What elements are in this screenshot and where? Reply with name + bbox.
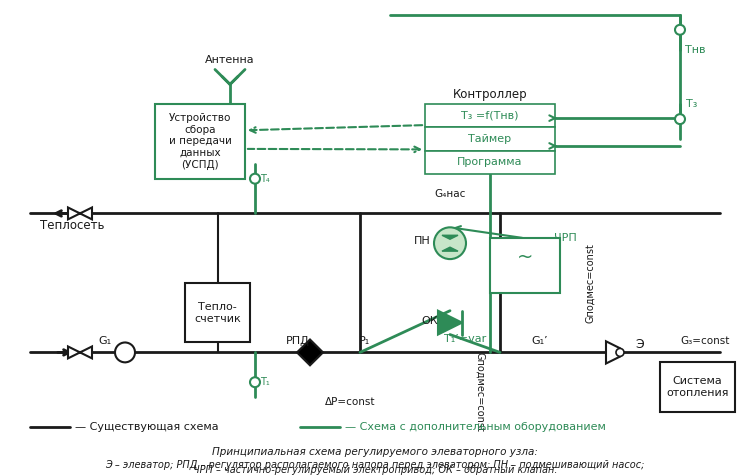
Circle shape (250, 377, 260, 387)
Polygon shape (68, 208, 80, 219)
Text: T₁: T₁ (260, 377, 270, 387)
Text: T₃ =f(Tнв): T₃ =f(Tнв) (461, 111, 519, 121)
FancyBboxPatch shape (425, 104, 555, 127)
Text: Gподмес=const: Gподмес=const (585, 243, 595, 323)
Text: ПН: ПН (414, 236, 430, 246)
Text: Контроллер: Контроллер (453, 88, 527, 101)
Circle shape (434, 228, 466, 259)
FancyBboxPatch shape (425, 151, 555, 174)
Text: P₁: P₁ (359, 335, 370, 345)
Text: Gподмес=const: Gподмес=const (475, 352, 485, 432)
FancyBboxPatch shape (155, 104, 245, 179)
FancyBboxPatch shape (660, 362, 735, 412)
Polygon shape (442, 235, 458, 239)
Text: G₁: G₁ (98, 335, 112, 345)
Circle shape (616, 349, 624, 356)
Text: — Схема с дополнительным оборудованием: — Схема с дополнительным оборудованием (345, 422, 606, 432)
Text: ~: ~ (517, 248, 533, 267)
Text: Программа: Программа (458, 157, 523, 167)
Polygon shape (442, 247, 458, 251)
Polygon shape (297, 340, 323, 365)
Text: T₃: T₃ (686, 99, 698, 109)
Text: Устройство
сбора
и передачи
данных
(УСПД): Устройство сбора и передачи данных (УСПД… (169, 113, 232, 170)
Polygon shape (438, 311, 462, 334)
Text: Э: Э (635, 338, 644, 351)
Text: ЧРП – частично-регулируемый электропривод; ОК – обратный клапан.: ЧРП – частично-регулируемый электроприво… (193, 465, 557, 475)
Text: Теплосеть: Теплосеть (40, 219, 104, 232)
Text: ОК: ОК (422, 316, 438, 326)
FancyBboxPatch shape (185, 283, 250, 342)
Polygon shape (80, 208, 92, 219)
Text: Таймер: Таймер (469, 134, 512, 144)
Circle shape (250, 174, 260, 184)
Text: G₄нас: G₄нас (434, 189, 466, 199)
Text: РПД: РПД (286, 335, 310, 345)
Text: Антенна: Антенна (206, 55, 255, 65)
Circle shape (675, 114, 685, 124)
Text: Тепло-
счетчик: Тепло- счетчик (194, 302, 241, 323)
Text: Э – элеватор; РПД – регулятор располагаемого напора перед элеватором; ПН – подме: Э – элеватор; РПД – регулятор располагае… (105, 460, 645, 470)
Text: G₃=const: G₃=const (680, 335, 729, 345)
Polygon shape (606, 342, 620, 363)
Text: G₁’: G₁’ (532, 335, 548, 345)
Circle shape (675, 25, 685, 35)
Text: ΔP=const: ΔP=const (325, 397, 375, 407)
Text: — Существующая схема: — Существующая схема (75, 422, 219, 432)
FancyBboxPatch shape (490, 238, 560, 293)
Circle shape (115, 342, 135, 362)
Text: ЧРП: ЧРП (554, 233, 576, 243)
FancyBboxPatch shape (425, 127, 555, 151)
Polygon shape (68, 346, 80, 358)
Text: T₄: T₄ (260, 174, 270, 184)
Text: Система
отопления: Система отопления (666, 376, 729, 398)
Text: Принципиальная схема регулируемого элеваторного узла:: Принципиальная схема регулируемого элева… (212, 446, 538, 456)
Text: Tнв: Tнв (685, 45, 705, 55)
Text: T₁’=var: T₁’=var (444, 333, 486, 343)
Polygon shape (80, 346, 92, 358)
